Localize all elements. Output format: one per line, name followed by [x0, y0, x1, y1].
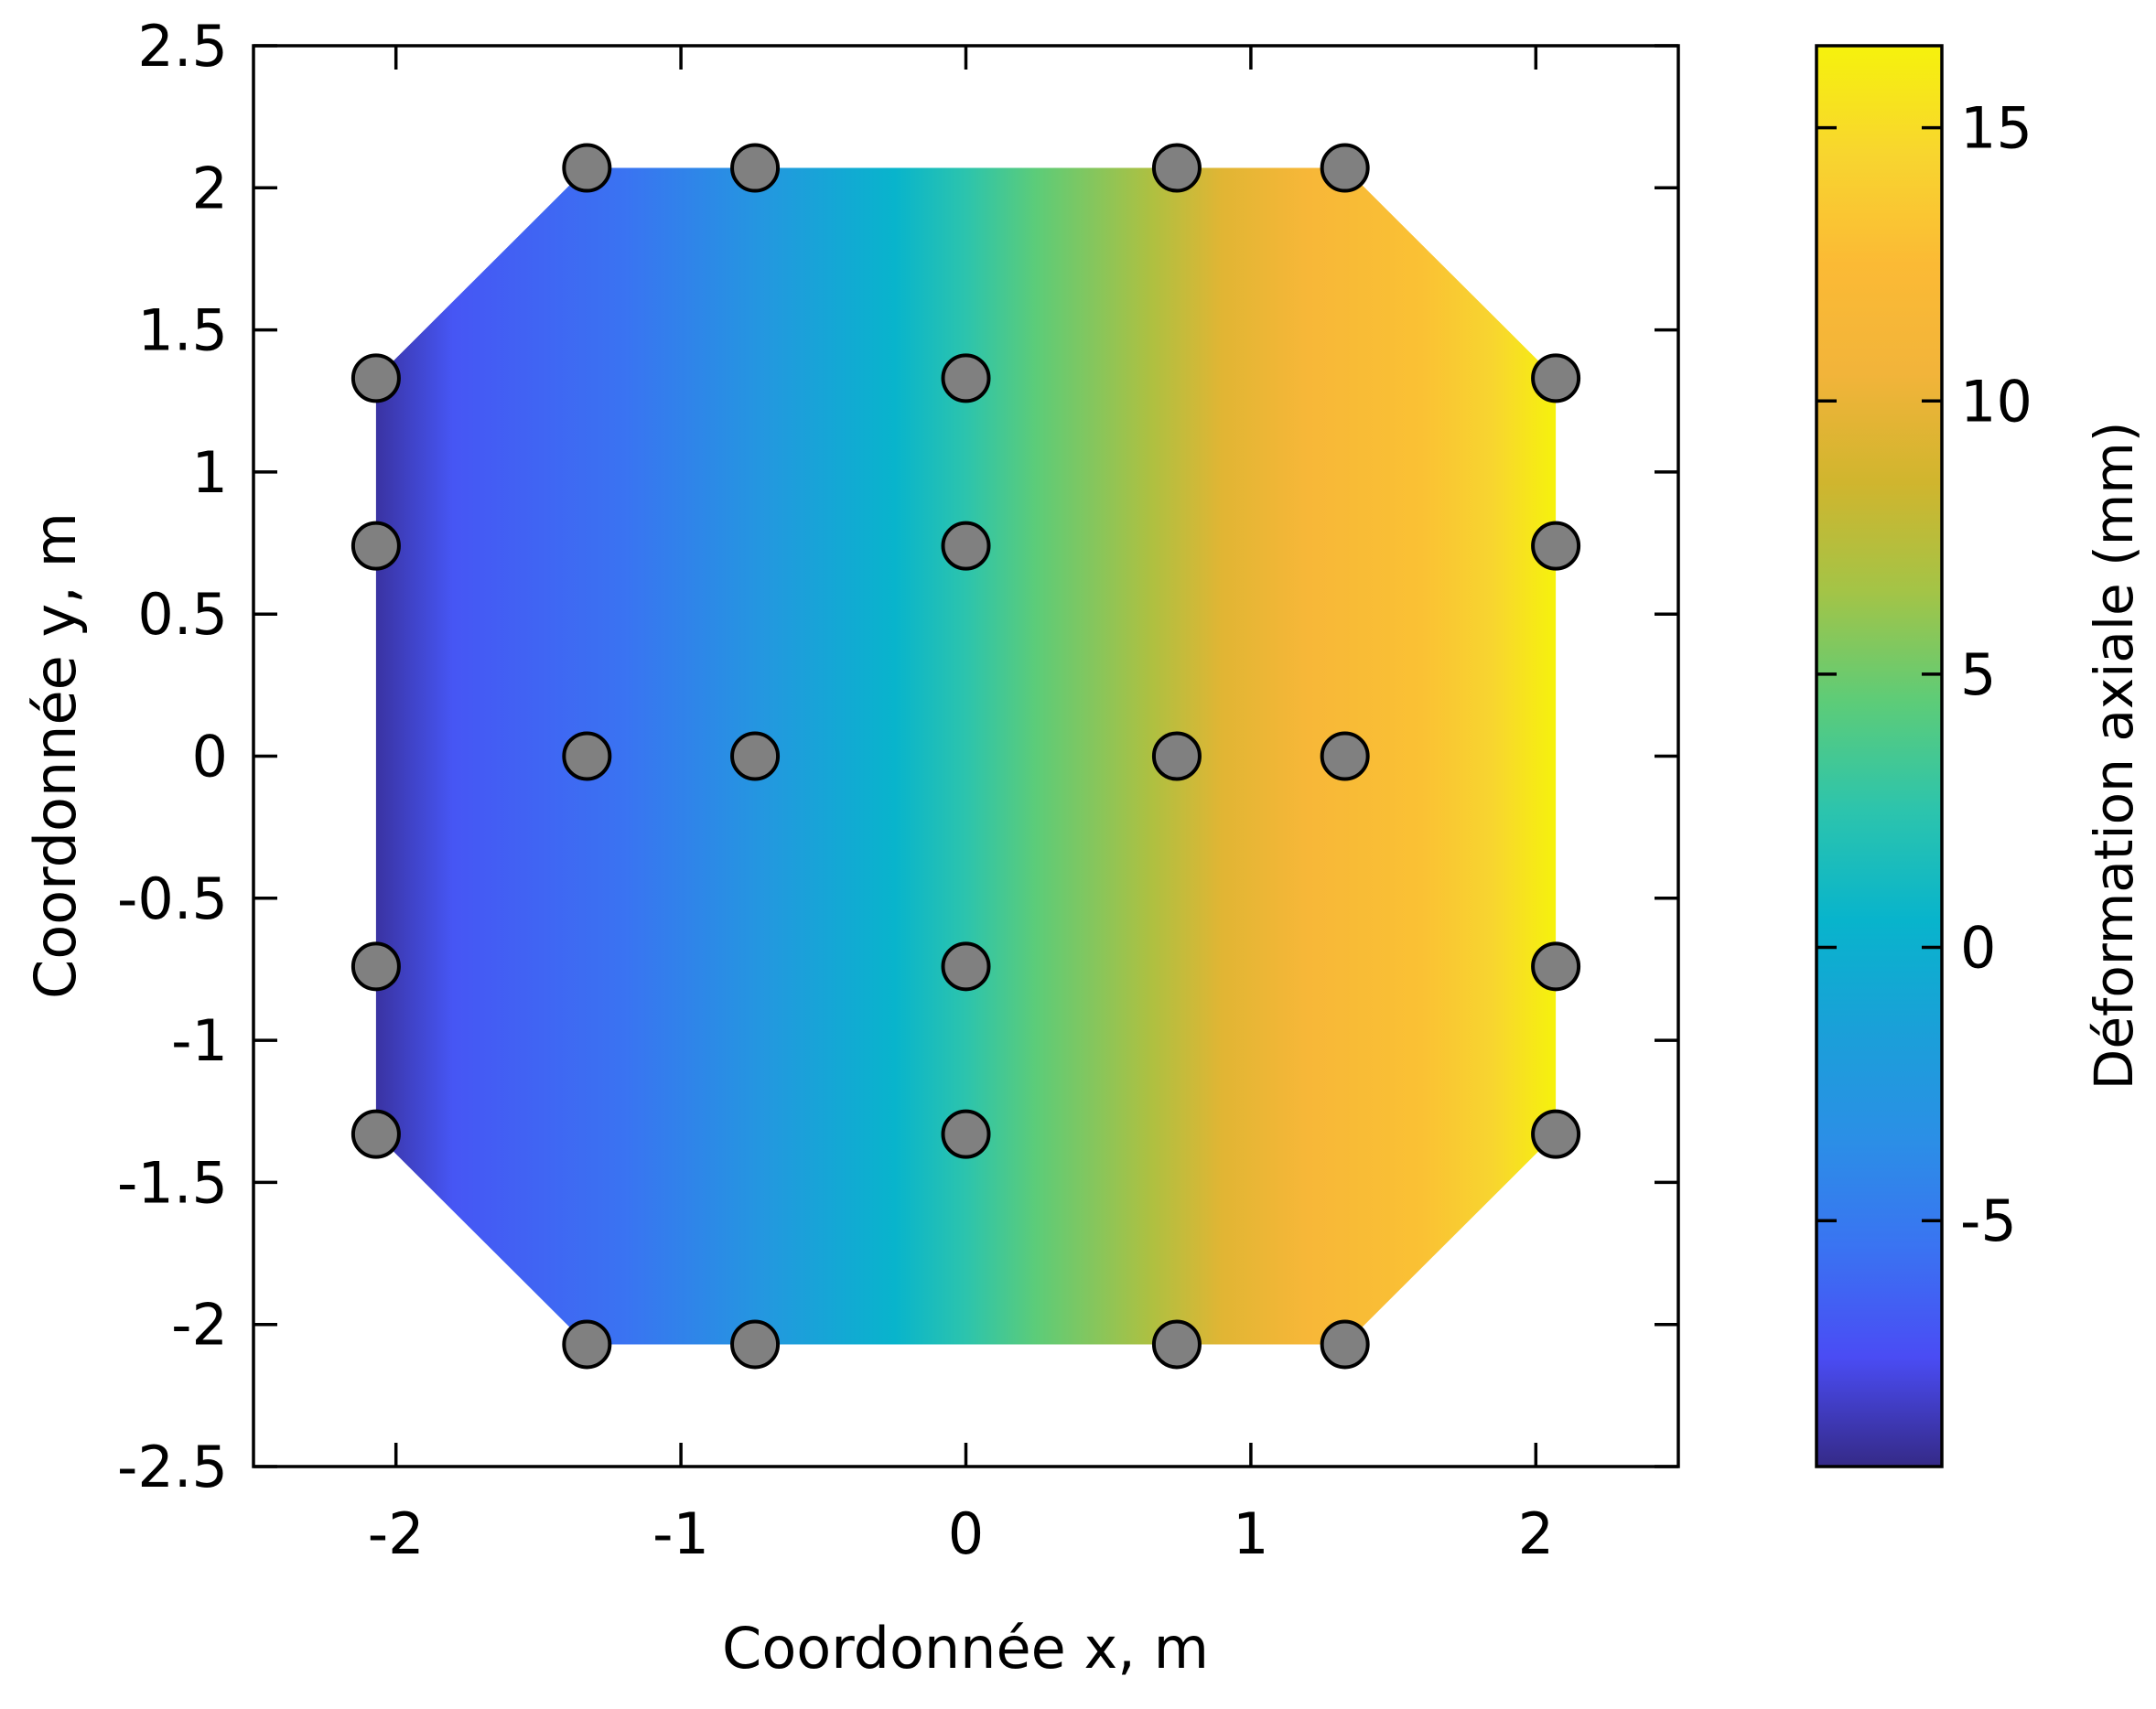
measurement-point	[1151, 1319, 1202, 1370]
y-tick-label: -2	[171, 1292, 228, 1359]
measurement-point	[1151, 143, 1202, 193]
measurement-point	[941, 941, 991, 992]
measurement-point	[350, 1109, 401, 1159]
colorbar-tick-label: 10	[1960, 368, 2032, 435]
y-tick-label: 0	[192, 724, 228, 790]
x-axis-ticks: -2 -1 0 1 2	[368, 46, 1554, 1567]
x-tick-label: 0	[948, 1500, 984, 1567]
y-tick-label: 0.5	[137, 581, 228, 648]
measurement-point	[941, 521, 991, 571]
measurement-point	[562, 1319, 612, 1370]
deformation-field	[375, 167, 1557, 1345]
measurement-point	[1320, 731, 1370, 781]
y-tick-label: -2.5	[117, 1434, 228, 1500]
y-tick-label: -1.5	[117, 1149, 228, 1216]
measurement-point	[1320, 1319, 1370, 1370]
measurement-point	[350, 353, 401, 403]
measurement-point	[941, 353, 991, 403]
measurement-point	[941, 1109, 991, 1159]
y-tick-label: 2.5	[137, 13, 228, 80]
measurement-points	[350, 143, 1581, 1370]
measurement-point	[1531, 353, 1581, 403]
measurement-point	[730, 1319, 781, 1370]
measurement-point	[350, 521, 401, 571]
measurement-point	[1531, 1109, 1581, 1159]
y-tick-label: -0.5	[117, 865, 228, 932]
y-tick-label: 1.5	[137, 297, 228, 364]
y-tick-label: 1	[192, 439, 228, 506]
y-axis-ticks: 2.5 2 1.5 1 0.5 0 -0.5 -1 -1.5 -2 -2.5	[117, 13, 1678, 1500]
x-axis-title: Coordonnée x, m	[722, 1615, 1209, 1682]
x-tick-label: -2	[368, 1500, 425, 1567]
measurement-point	[562, 143, 612, 193]
y-tick-label: 2	[192, 155, 228, 221]
colorbar-tick-label: 15	[1960, 95, 2032, 162]
measurement-point	[1320, 143, 1370, 193]
colorbar	[1815, 44, 1944, 1468]
measurement-point	[1151, 731, 1202, 781]
colorbar-tick-label: 5	[1960, 641, 1996, 708]
measurement-point	[1531, 941, 1581, 992]
x-tick-label: -1	[652, 1500, 709, 1567]
y-tick-label: -1	[171, 1007, 228, 1074]
colorbar-tick-label: -5	[1960, 1188, 2017, 1254]
colorbar-title: Déformation axiale (mm)	[2083, 422, 2145, 1091]
x-tick-label: 2	[1518, 1500, 1554, 1567]
measurement-point	[730, 731, 781, 781]
measurement-point	[350, 941, 401, 992]
y-axis-title: Coordonnée y, m	[22, 512, 89, 999]
measurement-point	[730, 143, 781, 193]
colorbar-ticks: 15 10 5 0 -5	[1816, 95, 2032, 1254]
colorbar-tick-label: 0	[1960, 915, 1996, 982]
measurement-point	[1531, 521, 1581, 571]
x-tick-label: 1	[1233, 1500, 1268, 1567]
measurement-point	[562, 731, 612, 781]
